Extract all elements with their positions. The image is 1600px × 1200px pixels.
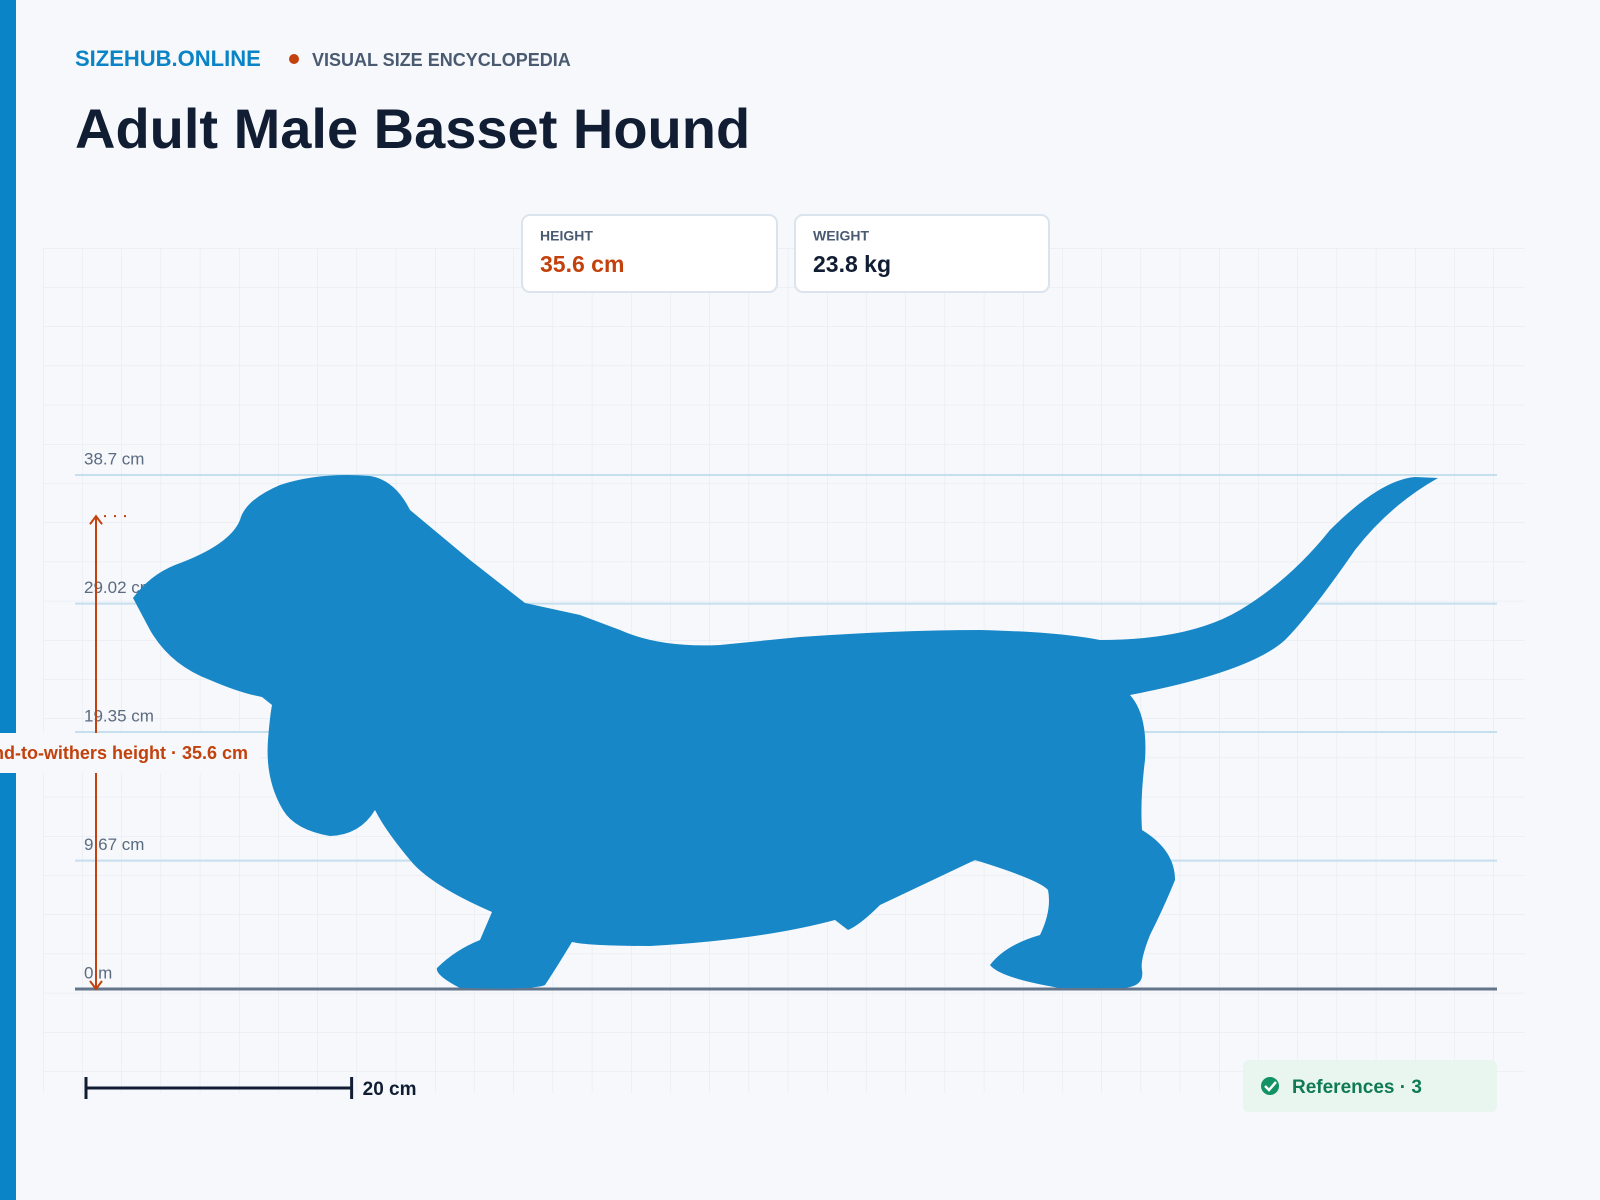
reference-label: 19.35 cm <box>84 706 154 725</box>
references-label[interactable]: References · 3 <box>1292 1077 1422 1098</box>
references-badge[interactable] <box>1243 1060 1497 1112</box>
stat-label: WEIGHT <box>813 228 869 244</box>
accent-bar <box>0 0 16 1200</box>
arrow-head <box>89 514 103 525</box>
dog-silhouette <box>133 475 1438 989</box>
measure-label-bg <box>0 733 260 773</box>
stat-card <box>794 214 1050 293</box>
check-mark <box>1264 1081 1277 1092</box>
scale-label: 20 cm <box>363 1079 417 1100</box>
tagline: VISUAL SIZE ENCYCLOPEDIA <box>312 50 571 70</box>
dot <box>289 54 299 64</box>
reference-label: 0 m <box>84 963 112 982</box>
stat-value: 23.8 kg <box>813 251 891 277</box>
stat-label: HEIGHT <box>540 228 593 244</box>
reference-label: 29.02 cm <box>84 578 154 597</box>
reference-label: 9.67 cm <box>84 835 144 854</box>
measure-label: Ground-to-withers height · 35.6 cm <box>0 743 248 763</box>
stat-value: 35.6 cm <box>540 251 624 277</box>
site-name: SIZEHUB.ONLINE <box>75 46 261 71</box>
arrow-head <box>89 980 103 991</box>
page-title: Adult Male Basset Hound <box>75 97 750 160</box>
stat-card <box>521 214 778 293</box>
reference-label: 38.7 cm <box>84 449 144 468</box>
check-icon <box>1261 1077 1279 1095</box>
